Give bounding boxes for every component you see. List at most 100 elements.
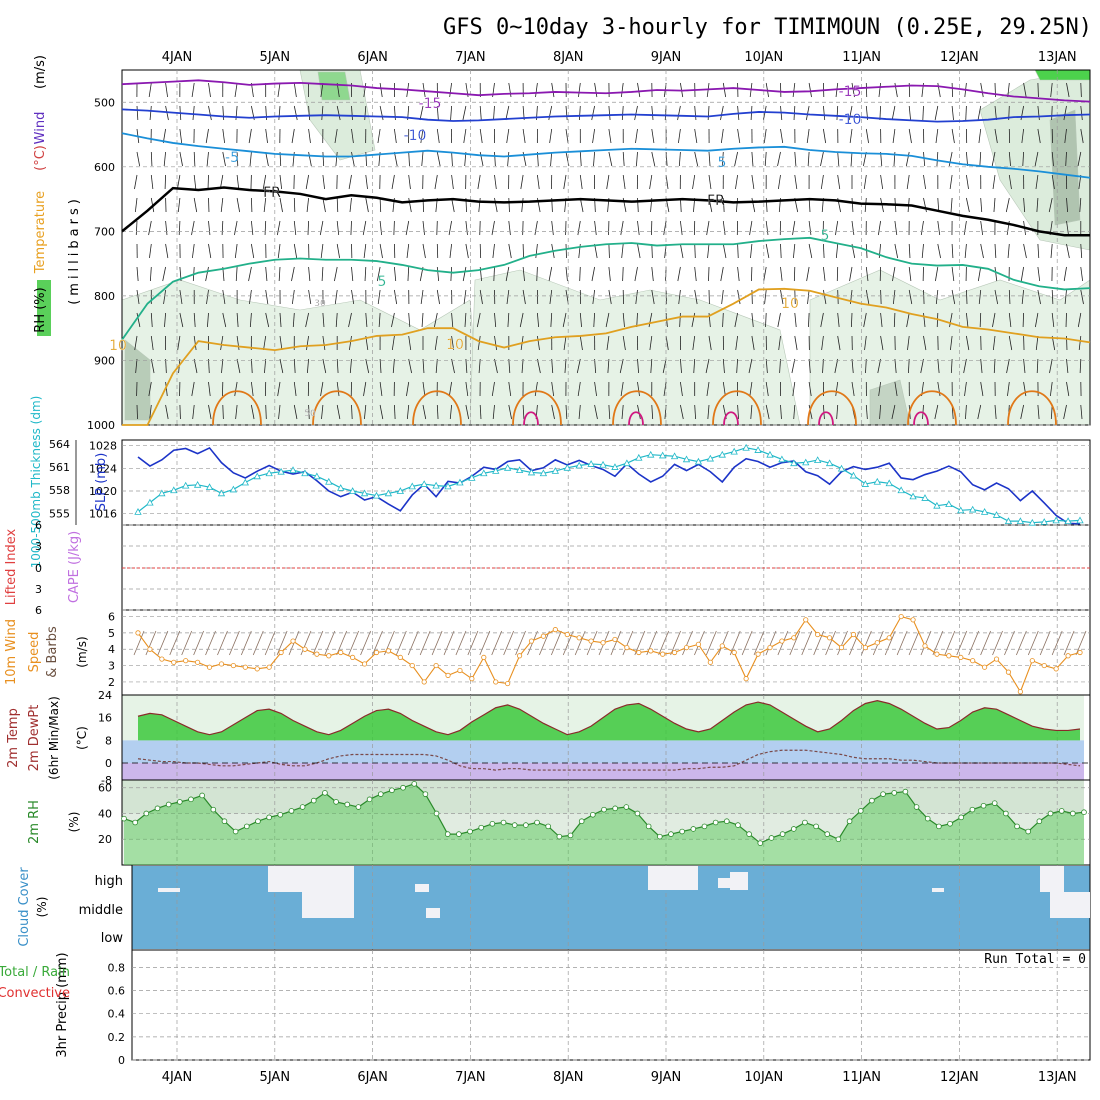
wind-barb: [279, 335, 283, 351]
cloud-clear-patch-9: [158, 888, 180, 892]
rh2m-marker: [590, 811, 596, 818]
wind-barb: [894, 220, 898, 236]
wind-barb: [637, 381, 640, 397]
wind-barb: [506, 289, 510, 305]
wind-barb: [694, 266, 697, 282]
wind-barb: [879, 404, 881, 420]
wind-barb: [508, 381, 512, 397]
wind-barb: [165, 404, 169, 420]
wind-barb: [249, 289, 252, 305]
wind-barb: [807, 289, 810, 305]
wind-barb: [850, 312, 853, 328]
wind-barb: [649, 335, 653, 351]
wind-barb: [565, 105, 568, 121]
thickness-marker: [909, 492, 917, 500]
wind-barb: [136, 289, 140, 305]
wind10m-marker: [576, 635, 582, 641]
wind10m-marker: [242, 664, 248, 670]
wind-barb-10m: [205, 630, 216, 656]
wind-barb: [451, 151, 453, 167]
wind-barb: [837, 312, 840, 328]
wind-barb: [937, 220, 941, 236]
wind-barb: [979, 312, 982, 328]
wind-barb: [878, 381, 881, 397]
wind-barb: [135, 220, 138, 236]
wind-barb: [849, 128, 853, 144]
wind-barb: [491, 381, 495, 397]
thickness-marker: [551, 467, 560, 474]
rh2m-marker: [846, 818, 853, 825]
wind-barb: [222, 289, 226, 305]
run-total-label: Run Total = 0: [984, 952, 1086, 967]
wind-barb: [1063, 105, 1067, 121]
wind-barb: [548, 266, 553, 282]
wind-barb: [894, 82, 898, 98]
wind-barb: [465, 243, 469, 259]
wind-barb: [365, 312, 368, 328]
wind-barb: [363, 82, 367, 98]
wind-barb: [277, 82, 281, 98]
wind-barb: [791, 358, 796, 374]
thickness-marker: [599, 460, 607, 468]
wind-barb: [707, 105, 710, 121]
wind-barb: [379, 220, 383, 236]
thickness-marker: [468, 474, 476, 481]
rh2m-marker: [355, 804, 362, 810]
wind-barb: [966, 335, 970, 351]
rh2m-marker: [723, 818, 730, 825]
wind-barb: [550, 312, 553, 328]
rh2m-marker: [556, 833, 563, 840]
wind10m-marker: [290, 638, 296, 644]
wind-barb: [279, 358, 284, 374]
wind-barb: [308, 128, 311, 144]
thickness-marker: [1052, 516, 1060, 524]
wind-barb: [394, 266, 397, 282]
wind-tick-6: 6: [108, 611, 115, 624]
thickness-marker: [611, 463, 619, 470]
wind-barb: [608, 105, 611, 121]
rh2m-marker: [511, 822, 518, 828]
wind-barb: [305, 312, 309, 328]
wind-speed-axis-label: Speed: [27, 632, 42, 673]
wind-barb: [1006, 358, 1010, 374]
wind-barb: [479, 128, 483, 144]
wind-barb: [505, 266, 510, 282]
rh2m-marker: [712, 819, 719, 826]
rh2m-marker: [701, 823, 708, 830]
wind-barb: [680, 404, 684, 420]
wind-barb-10m: [789, 630, 801, 656]
wind10m-marker: [218, 661, 225, 667]
wind-barb: [593, 151, 595, 167]
wind-barb: [408, 151, 410, 167]
wind-barb: [565, 266, 568, 282]
date-label-bottom-10jan: 10JAN: [744, 1070, 783, 1085]
wind-barb: [522, 128, 526, 144]
temp-unit-label: (°C): [75, 726, 89, 750]
wind-barb: [165, 243, 169, 259]
rh2m-marker: [322, 790, 328, 796]
wind-barb: [150, 174, 154, 190]
precip-tick-0: 0: [118, 1054, 125, 1067]
thickness-marker: [873, 477, 881, 485]
precip-axis-label: 3hr Precip (mm): [55, 952, 70, 1057]
rh2m-marker: [1025, 828, 1031, 835]
wind10m-marker: [731, 649, 737, 656]
wind-barb: [508, 197, 510, 213]
wind-barb: [565, 128, 569, 144]
wind-barb: [707, 404, 710, 420]
rh2m-marker: [478, 824, 485, 831]
wind-barb: [608, 243, 610, 259]
wind-barb: [694, 151, 699, 167]
wind-barb: [894, 243, 899, 259]
wind-barb: [994, 404, 997, 420]
wind-barb: [422, 243, 426, 259]
wind-barb-10m: [145, 630, 157, 656]
wind-barb-10m: [1039, 630, 1051, 656]
wind-barb: [994, 266, 998, 282]
wind-barb: [463, 128, 467, 144]
wind-barb: [519, 312, 524, 328]
wind-barb-10m: [956, 630, 968, 656]
wind-barb: [721, 289, 724, 305]
wind-barb: [950, 335, 953, 351]
wind-barb: [164, 174, 166, 190]
